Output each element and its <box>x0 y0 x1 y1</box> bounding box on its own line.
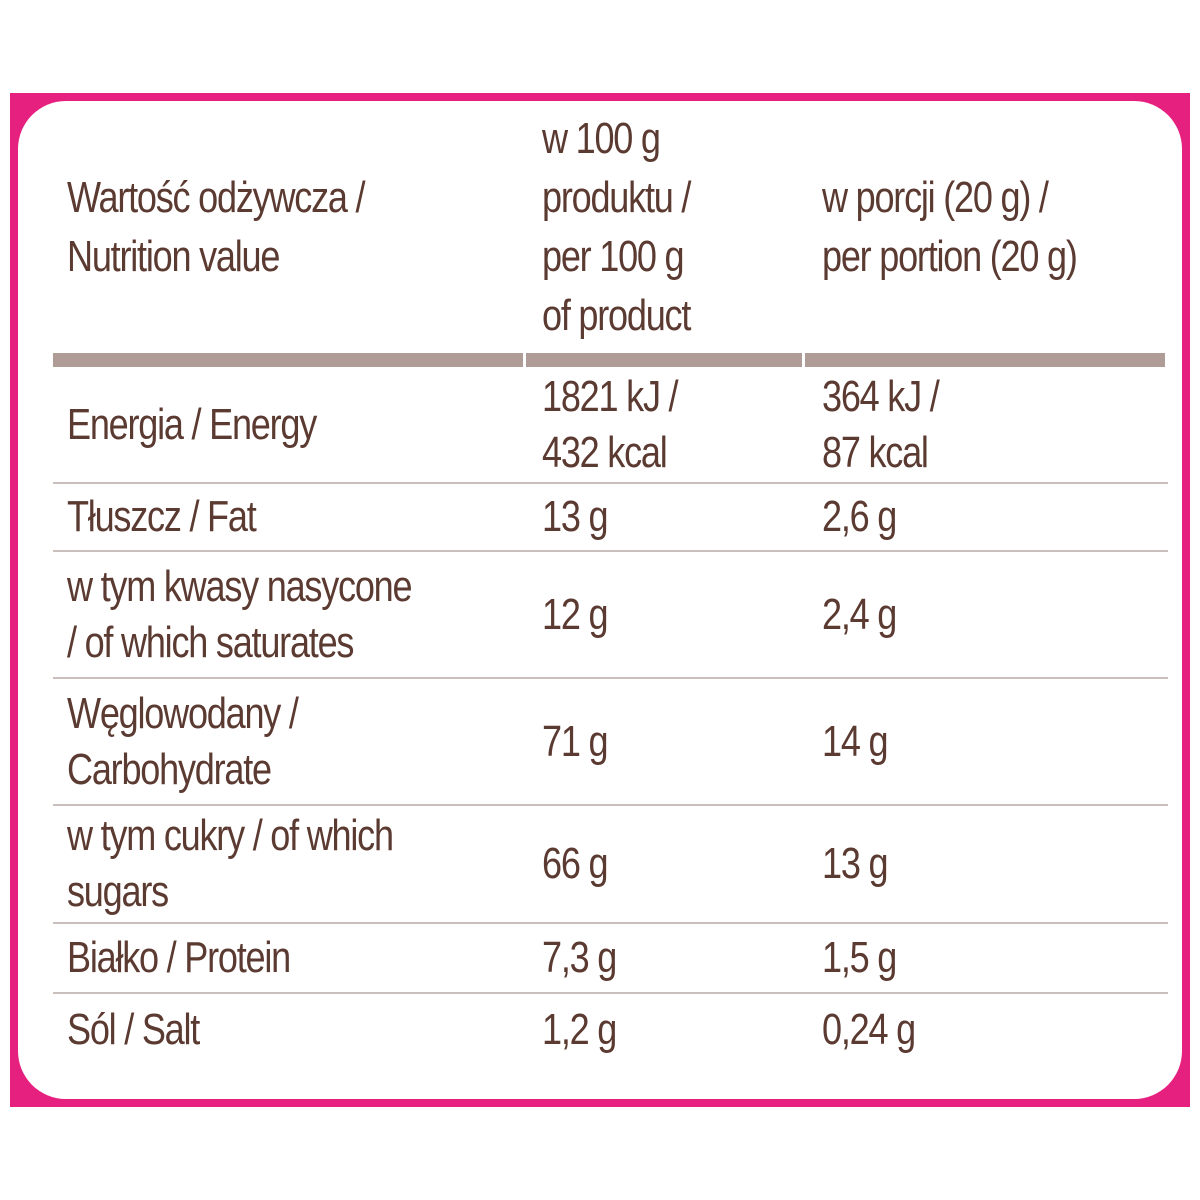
row-portion-cell: 13 g <box>807 836 1168 892</box>
table-row: Sól / Salt 1,2 g 0,24 g <box>53 994 1168 1066</box>
table-header: Wartość odżywcza / Nutrition value w 100… <box>53 101 1168 353</box>
header-cell-nutrient: Wartość odżywcza / Nutrition value <box>53 168 527 286</box>
row-portion-cell: 1,5 g <box>807 930 1168 986</box>
row-per100: 1,2 g <box>542 1005 617 1054</box>
row-label-cell: Tłuszcz / Fat <box>53 489 527 545</box>
row-per100: 71 g <box>542 716 609 766</box>
header-per-100g: w 100 g produktu / per 100 g of product <box>542 114 691 340</box>
table-row: w tym kwasy nasycone / of which saturate… <box>53 552 1168 679</box>
row-label: Sól / Salt <box>67 1005 200 1054</box>
row-portion-cell: 364 kJ / 87 kcal <box>807 369 1168 481</box>
row-per-portion: 1,5 g <box>822 933 897 982</box>
nutrition-table: Wartość odżywcza / Nutrition value w 100… <box>53 101 1168 1066</box>
row-per100-cell: 71 g <box>527 714 807 770</box>
row-portion-cell: 14 g <box>807 714 1168 770</box>
header-nutrition-value: Wartość odżywcza / Nutrition value <box>67 173 366 281</box>
table-row: Węglowodany / Carbohydrate 71 g 14 g <box>53 679 1168 806</box>
row-label: Tłuszcz / Fat <box>67 492 257 541</box>
row-label-cell: Sól / Salt <box>53 1002 527 1058</box>
row-per100-cell: 1,2 g <box>527 1002 807 1058</box>
header-divider-segment <box>804 353 1165 367</box>
row-per100: 12 g <box>542 589 609 639</box>
row-label-cell: w tym kwasy nasycone / of which saturate… <box>53 559 527 671</box>
row-portion-cell: 0,24 g <box>807 1002 1168 1058</box>
table-row: w tym cukry / of which sugars 66 g 13 g <box>53 806 1168 924</box>
header-cell-per100: w 100 g produktu / per 100 g of product <box>527 109 807 345</box>
header-divider-segment <box>53 353 523 367</box>
header-divider <box>53 353 1168 367</box>
row-per-portion: 0,24 g <box>822 1005 916 1054</box>
row-portion-cell: 2,4 g <box>807 587 1168 643</box>
label-frame: Wartość odżywcza / Nutrition value w 100… <box>10 93 1190 1107</box>
row-per100-cell: 7,3 g <box>527 930 807 986</box>
row-per100: 7,3 g <box>542 933 617 982</box>
nutrition-panel: Wartość odżywcza / Nutrition value w 100… <box>18 101 1182 1099</box>
row-per100: 13 g <box>542 492 609 541</box>
row-per-portion: 364 kJ / 87 kcal <box>822 371 940 477</box>
row-label: w tym cukry / of which sugars <box>67 811 394 916</box>
row-label: Węglowodany / Carbohydrate <box>67 688 299 794</box>
header-cell-portion: w porcji (20 g) / per portion (20 g) <box>807 168 1168 286</box>
row-label-cell: Energia / Energy <box>53 397 527 453</box>
row-label: Białko / Protein <box>67 933 291 982</box>
row-portion-cell: 2,6 g <box>807 489 1168 545</box>
row-per100-cell: 12 g <box>527 587 807 643</box>
header-per-portion: w porcji (20 g) / per portion (20 g) <box>822 173 1078 281</box>
row-label: Energia / Energy <box>67 399 317 449</box>
row-label-cell: w tym cukry / of which sugars <box>53 808 527 920</box>
row-label-cell: Białko / Protein <box>53 930 527 986</box>
row-per-portion: 2,4 g <box>822 589 897 639</box>
header-divider-segment <box>525 353 802 367</box>
row-per100-cell: 66 g <box>527 836 807 892</box>
row-per-portion: 13 g <box>822 839 889 888</box>
table-row: Tłuszcz / Fat 13 g 2,6 g <box>53 484 1168 552</box>
row-per-portion: 2,6 g <box>822 492 897 541</box>
row-label: w tym kwasy nasycone / of which saturate… <box>67 561 413 667</box>
row-per100: 66 g <box>542 839 609 888</box>
table-row: Białko / Protein 7,3 g 1,5 g <box>53 924 1168 994</box>
table-row: Energia / Energy 1821 kJ / 432 kcal 364 … <box>53 367 1168 484</box>
row-per100: 1821 kJ / 432 kcal <box>542 371 679 477</box>
row-label-cell: Węglowodany / Carbohydrate <box>53 686 527 798</box>
row-per100-cell: 13 g <box>527 489 807 545</box>
row-per-portion: 14 g <box>822 716 889 766</box>
row-per100-cell: 1821 kJ / 432 kcal <box>527 369 807 481</box>
